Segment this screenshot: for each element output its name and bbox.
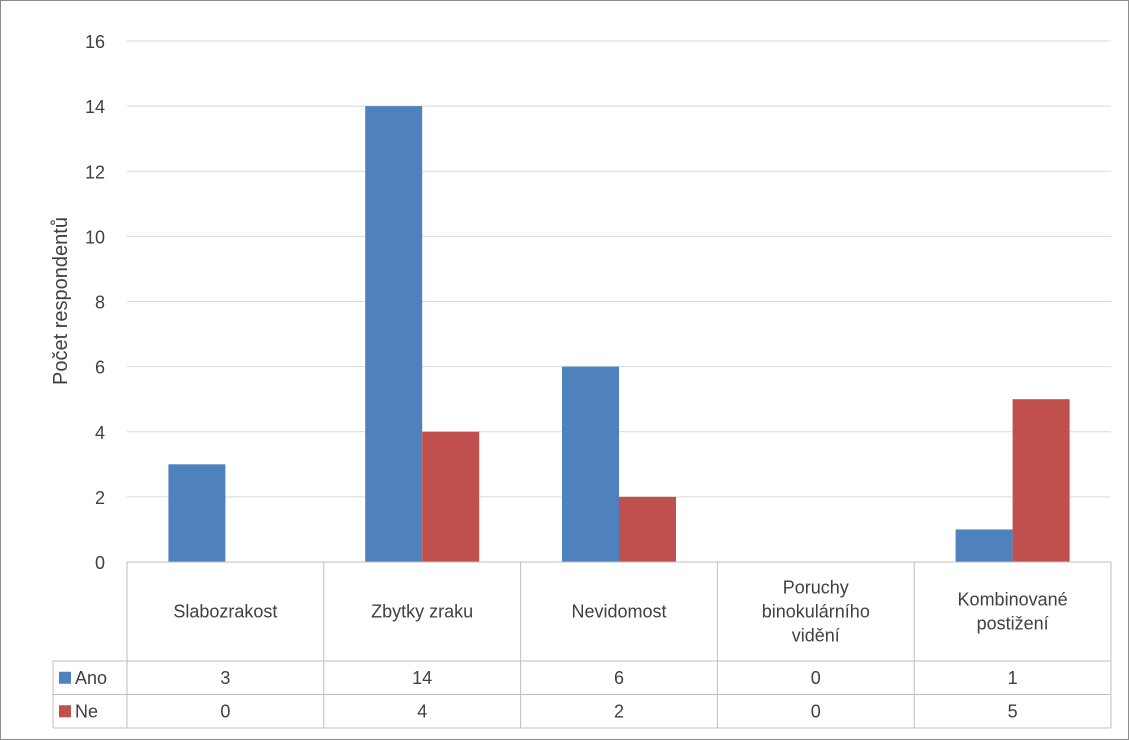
legend-key-ne: [59, 705, 71, 718]
category-label: Nevidomost: [571, 602, 666, 622]
y-tick-label: 2: [95, 488, 105, 508]
y-tick-label: 10: [85, 227, 105, 247]
table-value: 0: [220, 701, 230, 721]
category-label: Zbytky zraku: [371, 602, 473, 622]
bar-ne: [619, 496, 676, 562]
legend-label-ne: Ne: [75, 701, 98, 721]
y-tick-label: 0: [95, 553, 105, 573]
y-tick-label: 4: [95, 423, 105, 443]
data-table: Slabozrakost Zbytky zraku Nevidomost Poruch…: [52, 561, 1112, 729]
bar-ne: [422, 431, 480, 562]
bar-ano: [562, 366, 619, 562]
table-value: 0: [811, 701, 821, 721]
table-value: 4: [417, 701, 427, 721]
y-axis-title: Počet respondentů: [50, 217, 72, 385]
table-value: 3: [220, 668, 230, 688]
table-value: 0: [811, 668, 821, 688]
legend-label-ano: Ano: [75, 668, 107, 688]
category-label: Slabozrakost: [173, 602, 277, 622]
y-axis: 0 2 4 6 8 10 12 14 16: [85, 32, 105, 573]
table-value: 2: [614, 701, 624, 721]
bar-ne: [1012, 399, 1070, 562]
category-label: postižení: [977, 614, 1049, 634]
category-label: Poruchy: [783, 578, 849, 598]
y-tick-label: 14: [85, 97, 105, 117]
bars: [168, 106, 1070, 562]
legend-key-ano: [59, 671, 71, 684]
category-label: vidění: [792, 626, 840, 646]
table-value: 5: [1008, 701, 1018, 721]
bar-ano: [168, 464, 226, 562]
bar-ano: [955, 529, 1013, 562]
table-value: 14: [412, 668, 432, 688]
bar-ano: [365, 106, 423, 562]
y-tick-label: 12: [85, 162, 105, 182]
category-label: Kombinované: [958, 590, 1068, 610]
table-value: 1: [1008, 668, 1018, 688]
y-tick-label: 16: [85, 32, 105, 52]
y-tick-label: 8: [95, 293, 105, 313]
table-value: 6: [614, 668, 624, 688]
category-label: binokulárního: [762, 602, 870, 622]
y-tick-label: 6: [95, 358, 105, 378]
